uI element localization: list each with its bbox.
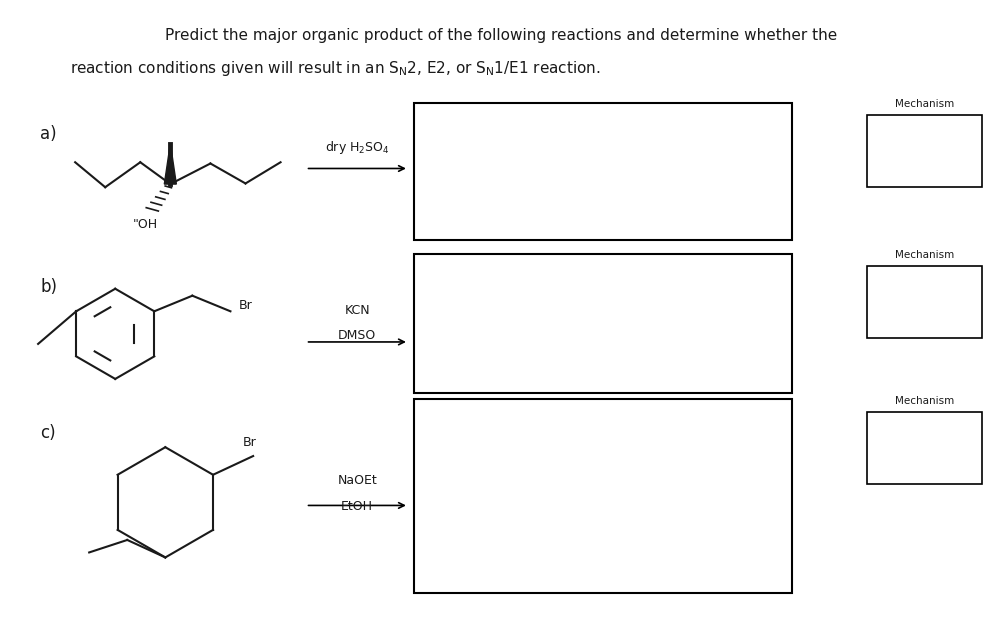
Text: NaOEt: NaOEt bbox=[338, 474, 377, 487]
Text: Br: Br bbox=[243, 436, 257, 449]
FancyBboxPatch shape bbox=[414, 103, 792, 240]
Text: "OH: "OH bbox=[132, 218, 158, 232]
FancyBboxPatch shape bbox=[414, 254, 792, 393]
Polygon shape bbox=[164, 144, 176, 184]
Text: Br: Br bbox=[238, 298, 253, 311]
Text: a): a) bbox=[40, 125, 57, 143]
Text: Mechanism: Mechanism bbox=[895, 250, 954, 260]
FancyBboxPatch shape bbox=[867, 115, 982, 187]
FancyBboxPatch shape bbox=[867, 266, 982, 338]
FancyBboxPatch shape bbox=[867, 412, 982, 484]
Text: Mechanism: Mechanism bbox=[895, 99, 954, 109]
Text: Predict the major organic product of the following reactions and determine wheth: Predict the major organic product of the… bbox=[165, 28, 837, 43]
Text: reaction conditions given will result in an $\mathregular{S_N}$2, E2, or $\mathr: reaction conditions given will result in… bbox=[70, 59, 601, 78]
Text: dry H$_2$SO$_4$: dry H$_2$SO$_4$ bbox=[325, 139, 390, 156]
Text: DMSO: DMSO bbox=[338, 329, 377, 343]
Text: KCN: KCN bbox=[345, 304, 370, 317]
Text: c): c) bbox=[40, 424, 56, 442]
Text: EtOH: EtOH bbox=[342, 500, 373, 514]
Text: b): b) bbox=[40, 278, 57, 296]
Text: Mechanism: Mechanism bbox=[895, 396, 954, 406]
FancyBboxPatch shape bbox=[414, 399, 792, 593]
